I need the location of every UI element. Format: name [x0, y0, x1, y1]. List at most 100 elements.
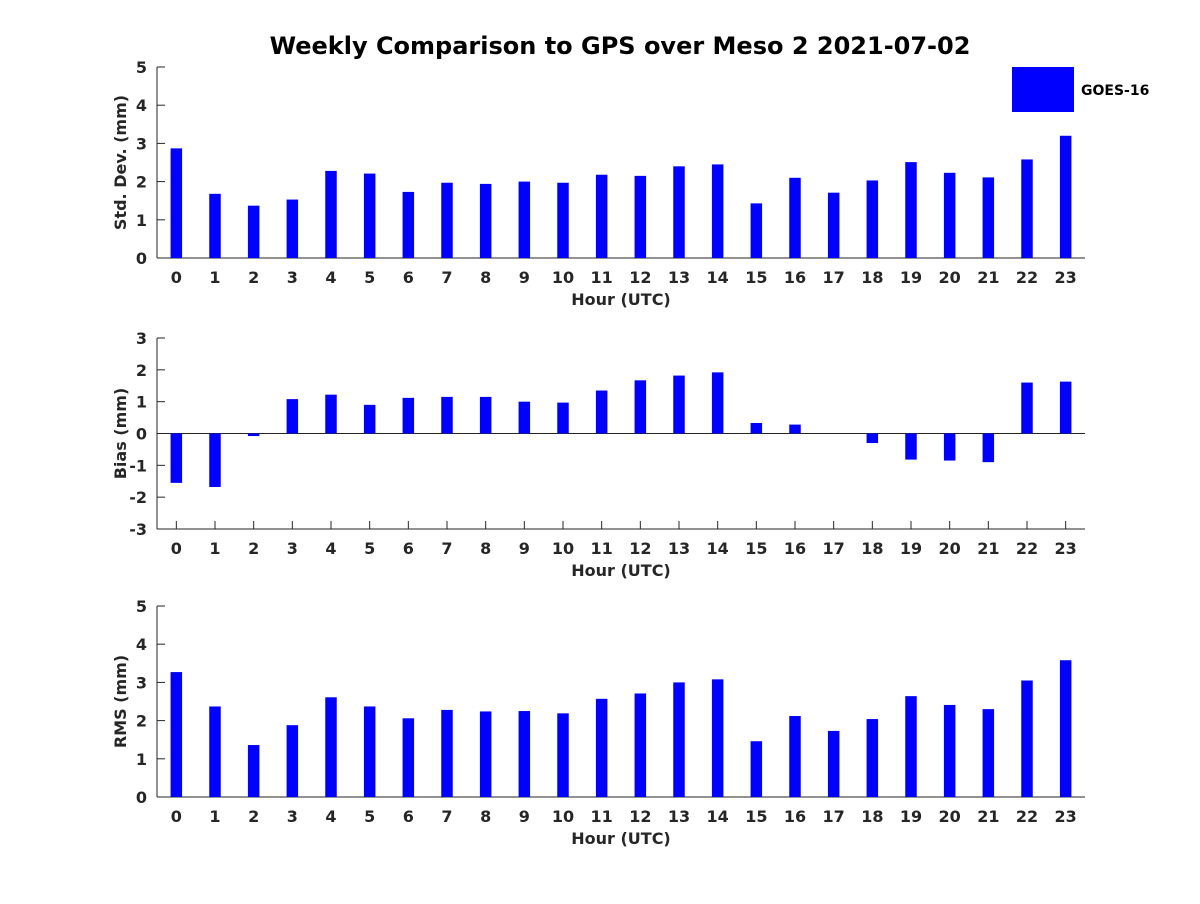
- x-tick-label: 4: [325, 807, 336, 826]
- bar-1-hour-15: [750, 203, 763, 258]
- bar-2-hour-2: [247, 433, 260, 437]
- x-tick-label: 15: [745, 807, 767, 826]
- bar-3-hour-8: [479, 711, 492, 797]
- bar-3-hour-7: [441, 709, 453, 797]
- bar-1-hour-13: [673, 166, 685, 258]
- x-axis-label: Hour (UTC): [571, 829, 671, 848]
- x-tick-label: 5: [364, 539, 375, 558]
- bar-2-hour-15: [750, 422, 763, 434]
- x-tick-label: 23: [1055, 268, 1077, 287]
- bar-2-hour-23: [1059, 381, 1072, 434]
- bar-2-hour-0: [170, 433, 183, 483]
- bar-3-hour-14: [711, 679, 724, 797]
- x-tick-label: 18: [861, 539, 883, 558]
- x-tick-label: 14: [707, 539, 729, 558]
- x-tick-label: 1: [209, 539, 220, 558]
- x-tick-label: 18: [861, 807, 883, 826]
- x-tick-label: 1: [209, 268, 220, 287]
- bar-1-hour-5: [363, 173, 376, 258]
- bar-3-hour-4: [325, 697, 337, 797]
- bar-2-hour-9: [518, 401, 531, 434]
- bar-3-hour-9: [518, 711, 531, 797]
- x-tick-label: 20: [939, 268, 961, 287]
- bar-1-hour-7: [441, 182, 453, 258]
- bar-3-hour-12: [634, 693, 647, 797]
- x-axis-label: Hour (UTC): [571, 290, 671, 309]
- x-tick-label: 9: [519, 268, 530, 287]
- bar-1-hour-8: [479, 183, 492, 258]
- x-tick-label: 22: [1016, 807, 1038, 826]
- x-tick-label: 22: [1016, 539, 1038, 558]
- x-tick-label: 4: [325, 268, 336, 287]
- x-tick-label: 5: [364, 807, 375, 826]
- x-tick-label: 3: [287, 807, 298, 826]
- x-tick-label: 12: [629, 807, 651, 826]
- x-tick-label: 11: [591, 268, 613, 287]
- bar-3-hour-19: [905, 696, 917, 797]
- bar-1-hour-20: [943, 172, 956, 258]
- y-tick-label: 0: [136, 249, 147, 268]
- x-tick-label: 13: [668, 268, 690, 287]
- y-tick-label: 1: [136, 393, 147, 412]
- x-tick-label: 21: [977, 807, 999, 826]
- bar-2-hour-21: [982, 433, 995, 463]
- x-tick-label: 2: [248, 807, 259, 826]
- y-tick-label: -3: [129, 520, 147, 539]
- bar-3-hour-21: [982, 709, 995, 797]
- bar-2-hour-19: [905, 433, 917, 460]
- bar-1-hour-3: [286, 199, 299, 258]
- x-tick-label: 16: [784, 268, 806, 287]
- x-tick-label: 6: [403, 807, 414, 826]
- y-tick-label: 3: [136, 134, 147, 153]
- bar-1-hour-23: [1059, 135, 1072, 258]
- x-tick-label: 3: [287, 268, 298, 287]
- legend: GOES-16: [1012, 67, 1149, 112]
- bar-3-hour-13: [673, 682, 685, 797]
- bar-1-hour-2: [247, 205, 260, 258]
- bar-2-hour-6: [402, 397, 415, 434]
- x-tick-label: 22: [1016, 268, 1038, 287]
- x-tick-label: 11: [591, 539, 613, 558]
- x-tick-label: 21: [977, 539, 999, 558]
- y-tick-label: 5: [136, 58, 147, 77]
- bar-1-hour-12: [634, 175, 647, 258]
- x-tick-label: 23: [1055, 807, 1077, 826]
- bar-3-hour-3: [286, 725, 299, 797]
- x-tick-label: 17: [823, 268, 845, 287]
- x-tick-label: 18: [861, 268, 883, 287]
- bar-2-hour-8: [479, 396, 492, 434]
- bar-2-hour-11: [595, 390, 608, 434]
- x-tick-label: 8: [480, 268, 491, 287]
- x-tick-label: 9: [519, 539, 530, 558]
- x-tick-label: 0: [171, 539, 182, 558]
- x-tick-label: 1: [209, 807, 220, 826]
- x-tick-label: 2: [248, 539, 259, 558]
- x-tick-label: 17: [823, 807, 845, 826]
- x-tick-label: 20: [939, 807, 961, 826]
- x-tick-label: 6: [403, 268, 414, 287]
- y-tick-label: 4: [136, 96, 147, 115]
- x-tick-label: 13: [668, 807, 690, 826]
- bar-3-hour-16: [789, 716, 801, 797]
- x-tick-label: 7: [441, 268, 452, 287]
- bar-3-hour-18: [866, 719, 879, 797]
- bar-2-hour-18: [866, 433, 879, 444]
- bar-3-hour-15: [750, 741, 763, 797]
- x-tick-label: 7: [441, 539, 452, 558]
- y-tick-label: 5: [136, 597, 147, 616]
- x-tick-label: 0: [171, 268, 182, 287]
- x-tick-label: 10: [552, 807, 574, 826]
- bar-3-hour-0: [170, 672, 183, 797]
- bar-2-hour-13: [673, 375, 685, 434]
- x-tick-label: 3: [287, 539, 298, 558]
- bar-1-hour-19: [905, 162, 917, 258]
- y-axis-label: Std. Dev. (mm): [111, 95, 130, 230]
- x-tick-label: 20: [939, 539, 961, 558]
- x-tick-label: 19: [900, 268, 922, 287]
- bar-2-hour-5: [363, 404, 376, 434]
- x-tick-label: 7: [441, 807, 452, 826]
- x-tick-label: 16: [784, 539, 806, 558]
